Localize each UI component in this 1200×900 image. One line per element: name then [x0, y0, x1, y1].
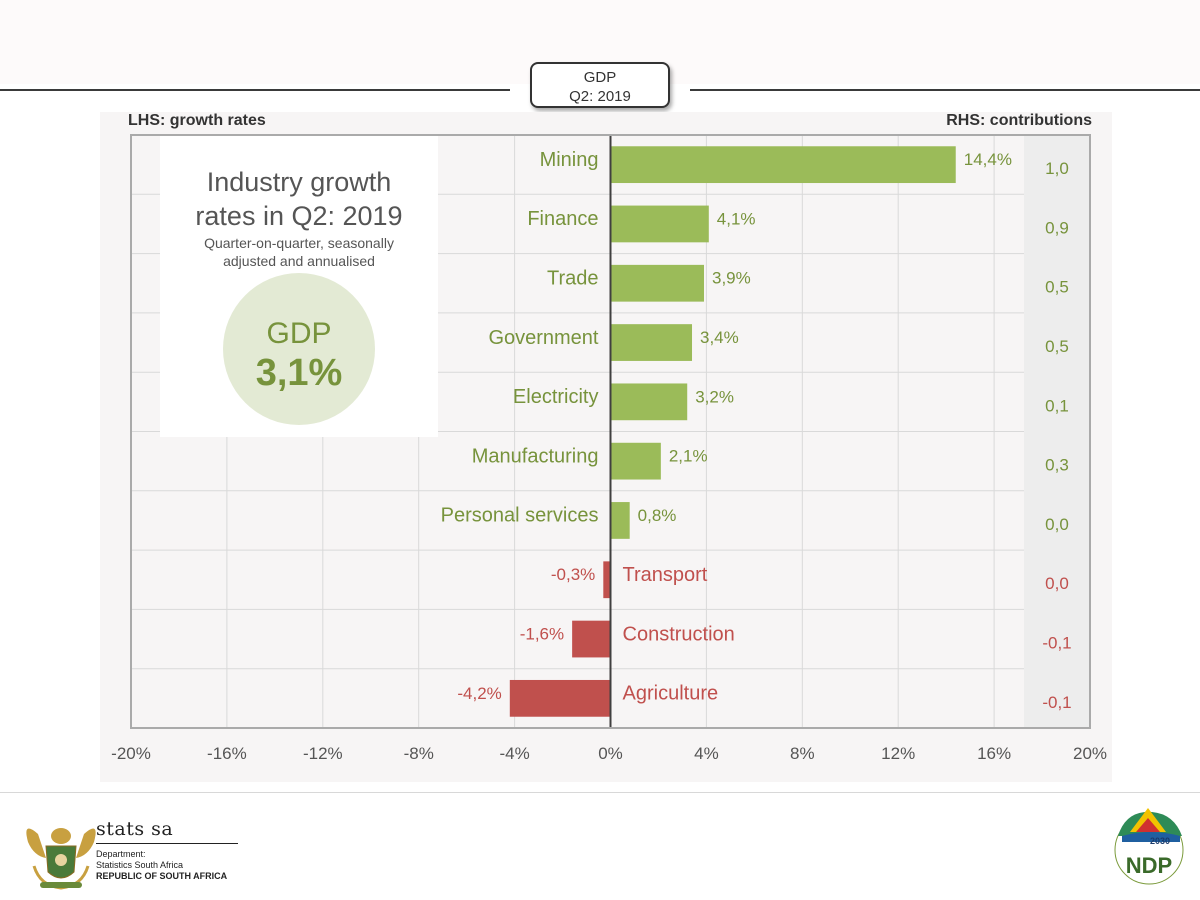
header-rule-right [690, 89, 1200, 91]
dept-name: Statistics South Africa [96, 860, 184, 870]
x-tick-label: 8% [790, 744, 815, 763]
value-label: 4,1% [717, 209, 756, 228]
stats-sa-branding: stats sa Department: Statistics South Af… [96, 818, 238, 882]
contribution-label: 0,5 [1045, 337, 1069, 356]
bar-construction [572, 620, 611, 658]
category-label: Manufacturing [472, 445, 599, 467]
gdp-label: GDP [266, 317, 331, 350]
category-label: Trade [547, 268, 599, 290]
contribution-label: 0,3 [1045, 456, 1069, 475]
x-tick-label: 4% [694, 744, 719, 763]
x-tick-label: -8% [404, 744, 434, 763]
value-label: 2,1% [669, 447, 708, 466]
x-tick-label: -16% [207, 744, 247, 763]
plot-border [130, 134, 1091, 729]
x-tick-label: 0% [598, 744, 623, 763]
bar-personal-services [610, 502, 630, 539]
contribution-label: 1,0 [1045, 159, 1069, 178]
category-label: Agriculture [623, 683, 719, 705]
value-label: 0,8% [638, 506, 677, 525]
contribution-label: 0,0 [1045, 574, 1069, 593]
title-box-line2: Q2: 2019 [569, 88, 631, 105]
bar-mining [610, 146, 956, 184]
contribution-label: 0,5 [1045, 278, 1069, 297]
category-label: Transport [623, 564, 708, 586]
title-box: GDP Q2: 2019 [530, 62, 670, 108]
category-label: Electricity [513, 386, 599, 408]
x-tick-label: 12% [881, 744, 915, 763]
category-label: Personal services [441, 505, 599, 527]
bar-trade [610, 264, 705, 302]
ndp-text: NDP [1126, 853, 1172, 878]
x-tick-label: -20% [111, 744, 151, 763]
contribution-label: 0,9 [1045, 218, 1069, 237]
footer-divider [0, 792, 1200, 793]
ndp-year: 2030 [1150, 836, 1170, 846]
category-label: Mining [540, 149, 599, 171]
contributions-column [1024, 135, 1090, 728]
value-label: -4,2% [457, 684, 501, 703]
bar-electricity [610, 383, 688, 421]
contribution-label: 0,0 [1045, 515, 1069, 534]
contribution-label: 0,1 [1045, 396, 1069, 415]
x-tick-label: 20% [1073, 744, 1107, 763]
category-label: Government [488, 327, 598, 349]
info-title-line2: rates in Q2: 2019 [195, 201, 402, 231]
value-label: 3,9% [712, 269, 751, 288]
info-subtitle-line1: Quarter-on-quarter, seasonally [204, 235, 394, 251]
bar-manufacturing [610, 442, 661, 480]
value-label: 3,4% [700, 328, 739, 347]
org-name: stats sa [96, 818, 174, 840]
gdp-circle [223, 273, 375, 425]
value-label: -1,6% [520, 625, 564, 644]
x-tick-label: -4% [499, 744, 529, 763]
ndp-logo-icon: 2030 NDP [1114, 808, 1184, 885]
country-name: REPUBLIC OF SOUTH AFRICA [96, 871, 228, 881]
coat-of-arms-icon [26, 828, 96, 890]
contribution-label: -0,1 [1042, 634, 1071, 653]
rhs-label: RHS: contributions [946, 112, 1092, 129]
bar-government [610, 324, 693, 361]
info-title-line1: Industry growth [207, 167, 392, 197]
org-rule [96, 843, 238, 844]
gdp-value: 3,1% [256, 352, 343, 394]
lhs-label: LHS: growth rates [128, 112, 266, 129]
category-label: Construction [623, 623, 735, 645]
bar-transport [603, 561, 611, 599]
title-box-line1: GDP [583, 69, 617, 86]
x-tick-label: 16% [977, 744, 1011, 763]
value-label: 3,2% [695, 387, 734, 406]
contribution-label: -0,1 [1042, 693, 1071, 712]
info-subtitle-line2: adjusted and annualised [223, 253, 375, 269]
dept-label: Department: [96, 849, 146, 859]
bar-finance [610, 205, 709, 243]
value-label: -0,3% [551, 565, 595, 584]
value-label: 14,4% [964, 150, 1012, 169]
header-rule-left [0, 89, 510, 91]
bar-agriculture [509, 679, 611, 717]
category-label: Finance [527, 208, 598, 230]
x-tick-label: -12% [303, 744, 343, 763]
